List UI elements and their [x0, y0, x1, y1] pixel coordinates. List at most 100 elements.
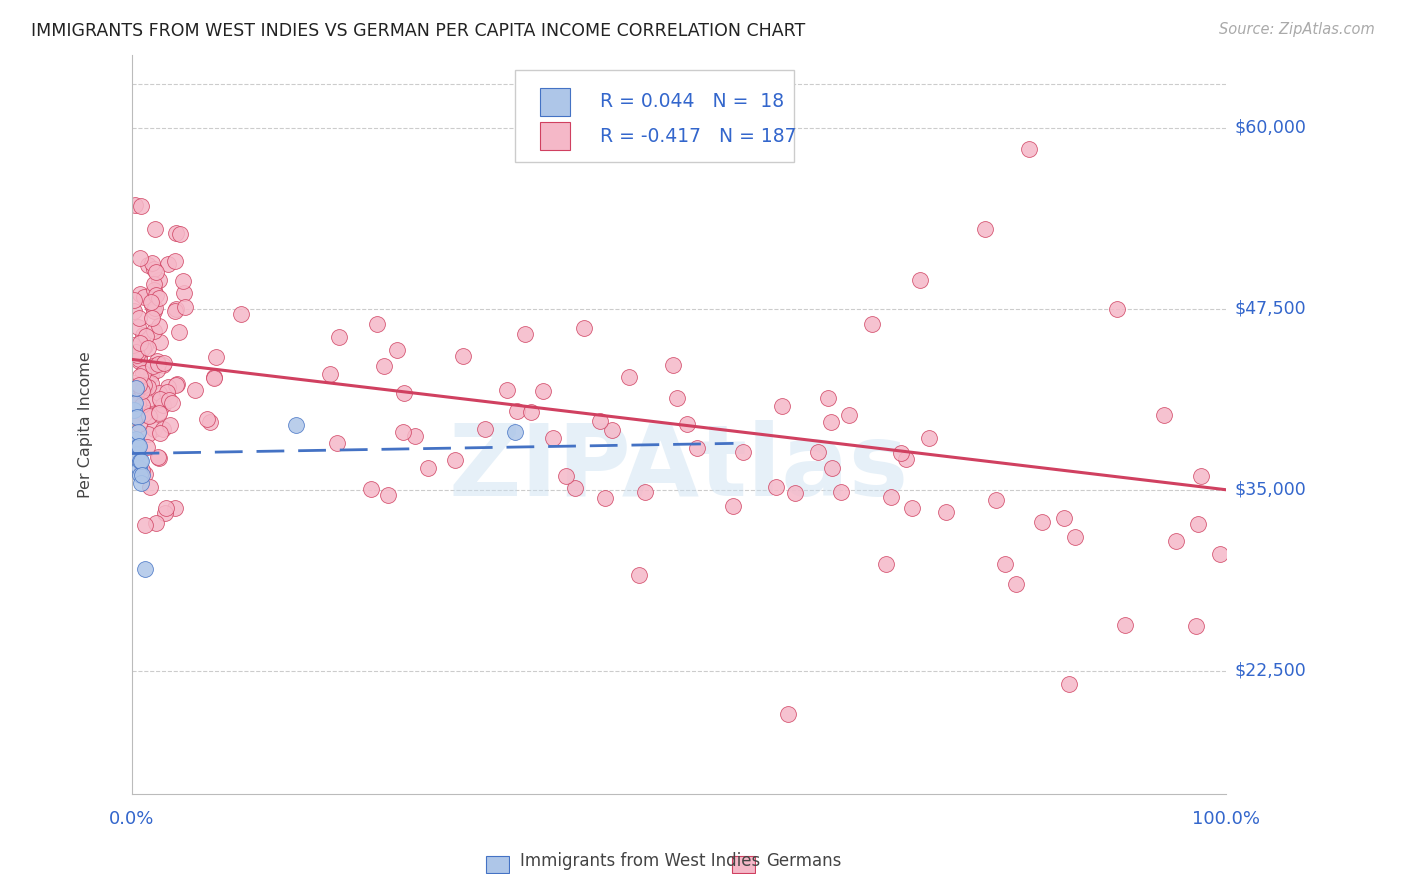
Point [131, 468, 153, 483]
Point [128, 351, 150, 366]
Point [134, 467, 156, 482]
Point [149, 392, 172, 407]
Point [901, 501, 924, 516]
Point [173, 285, 195, 300]
Point [136, 258, 159, 272]
Point [165, 377, 187, 392]
Point [860, 317, 883, 331]
Point [142, 261, 165, 276]
Point [404, 429, 426, 443]
Point [136, 363, 159, 377]
Point [543, 431, 565, 445]
Point [134, 517, 156, 532]
Point [167, 326, 190, 340]
Point [820, 415, 842, 429]
Point [128, 417, 150, 431]
Point [572, 321, 595, 335]
Point [142, 359, 165, 373]
Text: Per Capita Income: Per Capita Income [79, 351, 93, 498]
Point [918, 431, 941, 445]
Point [1209, 547, 1232, 561]
Point [628, 567, 651, 582]
Point [155, 500, 177, 515]
Point [134, 363, 156, 377]
Point [142, 304, 165, 318]
Point [634, 485, 657, 500]
Point [205, 351, 228, 365]
Point [821, 461, 844, 475]
Point [134, 562, 156, 576]
Point [138, 409, 160, 424]
Point [145, 265, 167, 279]
Point [146, 353, 169, 368]
Point [136, 380, 159, 394]
Point [1184, 619, 1206, 633]
Point [146, 363, 169, 377]
Point [141, 294, 163, 309]
Point [328, 329, 350, 343]
Point [984, 493, 1007, 508]
Point [125, 349, 148, 363]
Point [474, 422, 496, 436]
Point [143, 283, 166, 297]
Point [131, 384, 153, 398]
Point [148, 385, 170, 400]
Point [202, 370, 225, 384]
Point [127, 439, 149, 453]
Point [143, 277, 166, 292]
Point [145, 287, 167, 301]
Point [195, 411, 218, 425]
Point [129, 454, 152, 468]
Point [807, 445, 830, 459]
Point [444, 452, 467, 467]
Point [125, 432, 148, 446]
Point [125, 384, 148, 399]
Point [124, 198, 146, 212]
Point [148, 318, 170, 333]
Point [520, 405, 543, 419]
Point [319, 368, 342, 382]
Point [149, 393, 172, 408]
Point [134, 378, 156, 392]
Point [157, 392, 180, 407]
Point [153, 507, 176, 521]
Point [496, 383, 519, 397]
Bar [540, 87, 571, 116]
Text: $47,500: $47,500 [1234, 300, 1306, 318]
Point [145, 516, 167, 531]
Point [149, 335, 172, 350]
Point [131, 327, 153, 342]
Point [129, 383, 152, 397]
Point [229, 307, 252, 321]
Point [564, 481, 586, 495]
Point [326, 435, 349, 450]
Point [136, 342, 159, 356]
Point [894, 452, 917, 467]
Point [134, 339, 156, 353]
Point [765, 480, 787, 494]
Point [617, 370, 640, 384]
Point [128, 394, 150, 409]
Point [778, 707, 800, 722]
Point [128, 439, 150, 453]
Point [124, 304, 146, 318]
Point [392, 425, 415, 440]
Point [890, 446, 912, 460]
Text: Germans: Germans [766, 852, 842, 870]
Point [1105, 301, 1128, 316]
Point [148, 291, 170, 305]
Point [152, 422, 174, 436]
Point [146, 357, 169, 371]
Point [124, 376, 146, 390]
Point [676, 417, 699, 432]
Text: ZIPAtlas: ZIPAtlas [449, 420, 908, 517]
Point [1004, 577, 1026, 591]
Text: R = -0.417   N = 187: R = -0.417 N = 187 [600, 127, 796, 146]
Point [1166, 534, 1188, 549]
Point [935, 505, 957, 519]
Point [198, 415, 221, 429]
Point [139, 368, 162, 382]
Point [128, 385, 150, 400]
Point [135, 329, 157, 343]
Point [139, 409, 162, 423]
